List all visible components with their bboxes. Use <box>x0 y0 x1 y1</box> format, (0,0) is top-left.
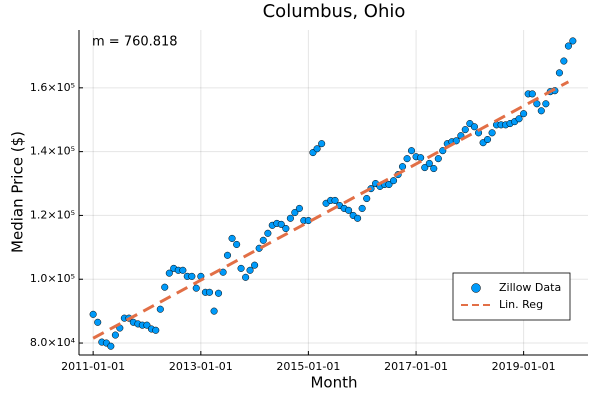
data-point <box>331 196 339 204</box>
data-point <box>421 164 429 172</box>
x-tick-label: 2011-01-01 <box>61 360 125 373</box>
data-point <box>251 261 259 269</box>
data-point <box>188 272 196 280</box>
data-point <box>403 155 411 163</box>
data-point <box>345 206 353 214</box>
data-point <box>107 342 115 350</box>
data-point <box>264 229 272 237</box>
data-point <box>537 107 545 115</box>
data-point <box>515 115 523 123</box>
data-point <box>152 326 160 334</box>
y-tick-label: 1.2×10⁵ <box>30 208 75 221</box>
data-point <box>259 236 267 244</box>
legend-label: Lin. Reg <box>499 298 543 311</box>
annotation: m = 760.818 <box>92 35 178 50</box>
data-point <box>461 126 469 134</box>
data-point <box>389 177 398 185</box>
data-point <box>242 273 250 281</box>
data-point <box>246 266 254 274</box>
data-point <box>313 145 321 153</box>
data-point <box>569 37 577 45</box>
data-point <box>94 318 102 326</box>
data-point <box>192 284 200 292</box>
data-point <box>214 289 223 297</box>
data-point <box>488 129 496 137</box>
data-point <box>143 321 151 329</box>
data-point <box>555 69 563 77</box>
data-point <box>358 204 366 212</box>
data-point <box>407 147 416 155</box>
data-point <box>398 163 407 171</box>
data-point <box>210 307 218 315</box>
data-point <box>282 224 290 233</box>
y-tick-label: 1.6×10⁵ <box>30 81 75 94</box>
x-tick-label: 2013-01-01 <box>169 360 233 373</box>
regression-line <box>92 80 570 340</box>
x-axis-label: Month <box>310 374 357 392</box>
data-point <box>219 268 227 276</box>
data-point <box>223 251 232 259</box>
legend-box <box>452 272 571 321</box>
data-point <box>89 310 97 318</box>
data-point <box>179 266 187 274</box>
data-point <box>430 164 438 173</box>
data-point <box>363 194 371 203</box>
y-axis-label: Median Price ($) <box>9 131 27 253</box>
data-point <box>111 331 119 339</box>
data-point <box>542 100 550 108</box>
data-point <box>564 42 572 50</box>
legend-marker <box>471 283 481 293</box>
y-tick-label: 1.0×10⁵ <box>30 272 75 285</box>
y-tick-label: 1.4×10⁵ <box>30 145 75 158</box>
data-point <box>205 288 214 296</box>
data-point <box>277 220 285 228</box>
data-point <box>165 269 173 277</box>
data-point <box>295 204 303 212</box>
data-point <box>228 234 236 242</box>
data-point <box>452 137 460 145</box>
data-point <box>520 110 528 118</box>
data-point <box>156 305 164 313</box>
data-point <box>161 283 169 291</box>
data-point <box>385 180 393 189</box>
data-point <box>470 123 478 131</box>
data-point <box>483 135 492 144</box>
data-point <box>237 264 245 272</box>
data-point <box>354 214 362 222</box>
x-tick-label: 2017-01-01 <box>384 360 448 373</box>
data-point <box>560 57 568 65</box>
data-point <box>286 214 294 222</box>
data-point <box>425 159 433 167</box>
data-point <box>291 209 299 217</box>
data-point <box>439 147 447 155</box>
chart-title: Columbus, Ohio <box>263 1 406 22</box>
data-point <box>528 90 536 98</box>
data-point <box>233 240 241 249</box>
y-tick-label: 8.0×10⁴ <box>30 336 76 349</box>
data-point <box>434 155 442 163</box>
x-tick-label: 2019-01-01 <box>492 360 556 373</box>
legend-label: Zillow Data <box>499 281 561 294</box>
x-tick-label: 2015-01-01 <box>276 360 340 373</box>
data-point <box>318 140 326 148</box>
